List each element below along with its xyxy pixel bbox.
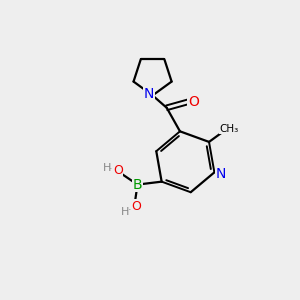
Text: N: N (144, 87, 154, 100)
Text: O: O (131, 200, 141, 213)
Text: H: H (121, 207, 129, 217)
Text: N: N (216, 167, 226, 181)
Text: B: B (133, 178, 142, 192)
Text: O: O (113, 164, 123, 177)
Text: H: H (103, 163, 111, 172)
Text: CH₃: CH₃ (219, 124, 239, 134)
Text: ·: · (109, 164, 113, 174)
Text: ·: · (128, 206, 131, 215)
Text: O: O (188, 95, 199, 109)
